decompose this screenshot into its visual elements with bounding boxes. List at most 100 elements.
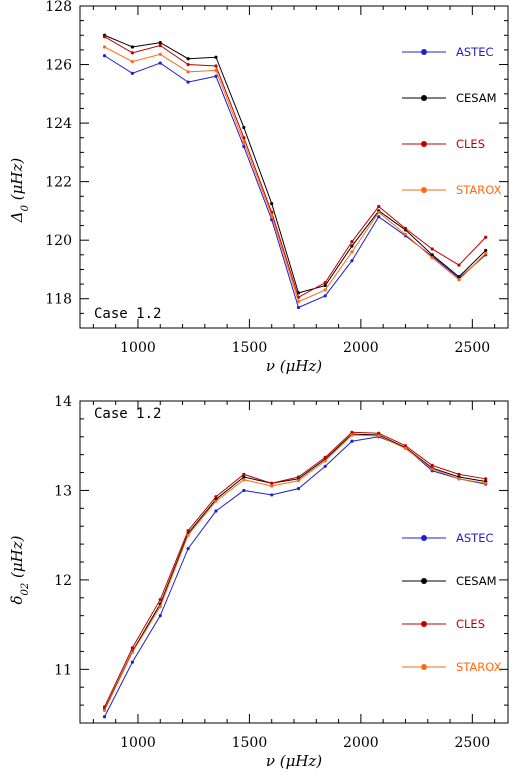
delta0-point-cesam — [323, 283, 327, 288]
delta02-y-tick-label: 14 — [54, 394, 72, 410]
delta0-point-cles — [457, 263, 461, 267]
delta02-x-tick-label: 2000 — [343, 735, 379, 751]
delta0-case-label: Case 1.2 — [94, 306, 161, 322]
delta0-point-astec — [102, 54, 107, 58]
delta0-point-cesam — [158, 40, 162, 45]
delta02-point-cles — [158, 597, 162, 602]
delta02-point-cles — [242, 472, 246, 476]
delta02-case-label: Case 1.2 — [94, 406, 161, 422]
delta0-y-tick-label: 122 — [45, 175, 72, 191]
delta0-x-tick-label: 2500 — [455, 340, 491, 356]
delta0-point-astec — [158, 61, 162, 65]
delta0-point-cles — [158, 43, 162, 48]
delta0-legend-label-cles: CLES — [456, 137, 485, 151]
delta02-point-starox — [130, 650, 134, 654]
delta0-point-cles — [484, 235, 488, 239]
delta02-point-starox — [350, 433, 354, 437]
delta0-legend-marker-cesam — [421, 95, 427, 101]
delta02-y-tick-label: 13 — [54, 483, 72, 499]
delta02-legend-marker-astec — [421, 535, 427, 541]
delta0-point-cles — [377, 204, 381, 209]
delta0-point-astec — [186, 80, 190, 84]
delta02-y-tick-label: 11 — [54, 662, 72, 678]
delta02-point-cles — [484, 477, 488, 481]
delta02-point-starox — [430, 467, 434, 471]
delta02-point-starox — [270, 484, 274, 488]
delta0-y-tick-label: 126 — [45, 58, 72, 74]
delta02-x-tick-label: 1500 — [232, 735, 268, 751]
delta0-point-cesam — [130, 45, 134, 49]
delta02-point-cles — [130, 646, 134, 650]
delta02-point-cles — [377, 431, 381, 435]
delta0-point-cesam — [430, 253, 434, 257]
delta0-point-cesam — [350, 244, 354, 248]
delta0-x-tick-label: 1500 — [232, 340, 268, 356]
delta02-panel: δ02 (μHz) ν (μHz) Case 1.2 1000 1500 2000 2… — [8, 394, 509, 770]
delta0-y-tick-label: 124 — [45, 116, 72, 132]
delta0-point-starox — [350, 250, 354, 254]
delta02-series-line-astec — [104, 436, 486, 717]
delta02-legend-label-astec: ASTEC — [456, 531, 494, 545]
delta02-point-starox — [484, 481, 488, 485]
delta02-point-cles — [296, 475, 301, 479]
delta0-point-astec — [350, 259, 354, 263]
delta02-x-tick-label: 1000 — [120, 735, 156, 751]
delta02-point-starox — [457, 477, 461, 481]
delta02-point-starox — [186, 533, 190, 537]
delta0-y-tick-label: 128 — [45, 0, 72, 15]
delta02-point-starox — [214, 499, 218, 503]
delta02-point-astec — [350, 439, 354, 443]
delta0-legend-marker-starox — [421, 187, 427, 193]
delta0-point-cles — [242, 136, 246, 140]
delta02-point-starox — [323, 459, 327, 463]
delta0-point-starox — [484, 251, 488, 255]
delta0-x-tick-label: 1000 — [120, 340, 156, 356]
delta0-legend-label-cesam: CESAM — [456, 91, 497, 105]
delta0-point-astec — [377, 215, 381, 219]
delta02-legend-marker-cesam — [421, 578, 427, 584]
delta0-series-line-cles — [104, 36, 487, 298]
delta0-point-cles — [350, 240, 354, 244]
delta02-point-astec — [270, 493, 274, 497]
delta02-point-cles — [323, 455, 327, 459]
delta0-point-starox — [270, 213, 274, 217]
delta0-x-tick-label: 2000 — [343, 340, 379, 356]
delta02-point-starox — [102, 708, 107, 713]
delta02-point-starox — [377, 434, 381, 438]
delta0-legend-label-astec: ASTEC — [456, 45, 494, 59]
delta02-series-line-starox — [104, 434, 486, 711]
delta0-point-cles — [186, 62, 190, 67]
delta0-y-tick-label: 120 — [45, 233, 72, 249]
delta0-point-astec — [214, 74, 218, 78]
delta02-legend-marker-cles — [421, 621, 427, 627]
delta02-point-starox — [242, 478, 246, 482]
delta02-plot-frame — [79, 400, 509, 724]
delta0-panel: Δ0 (μHz) ν (μHz) Case 1.2 1000 1500 2000 25… — [8, 0, 509, 375]
delta02-point-cles — [457, 472, 461, 476]
delta0-point-starox — [242, 140, 246, 144]
delta0-point-cesam — [242, 125, 246, 130]
delta02-point-astec — [102, 715, 107, 719]
delta0-y-axis-title: Δ0 (μHz) — [8, 158, 31, 224]
delta0-point-cesam — [214, 55, 218, 59]
delta02-point-cles — [186, 529, 190, 533]
delta02-point-cles — [430, 463, 434, 467]
delta0-legend-marker-cles — [421, 141, 427, 147]
delta0-point-cesam — [484, 248, 488, 253]
delta0-y-tick-label: 118 — [45, 292, 72, 308]
delta0-point-cesam — [270, 201, 274, 206]
delta02-point-astec — [242, 488, 246, 493]
delta0-point-starox — [102, 45, 107, 49]
delta0-legend-label-starox: STAROX — [456, 183, 502, 197]
delta02-point-astec — [296, 487, 301, 491]
delta02-point-astec — [158, 614, 162, 618]
delta02-point-astec — [186, 546, 190, 551]
delta0-point-cles — [214, 64, 218, 68]
delta02-point-cles — [350, 430, 354, 434]
delta0-point-cles — [430, 247, 434, 251]
delta02-x-tick-label: 2500 — [455, 735, 491, 751]
delta02-legend-label-cles: CLES — [456, 617, 485, 631]
delta0-point-astec — [242, 144, 246, 149]
delta0-point-starox — [403, 232, 408, 236]
